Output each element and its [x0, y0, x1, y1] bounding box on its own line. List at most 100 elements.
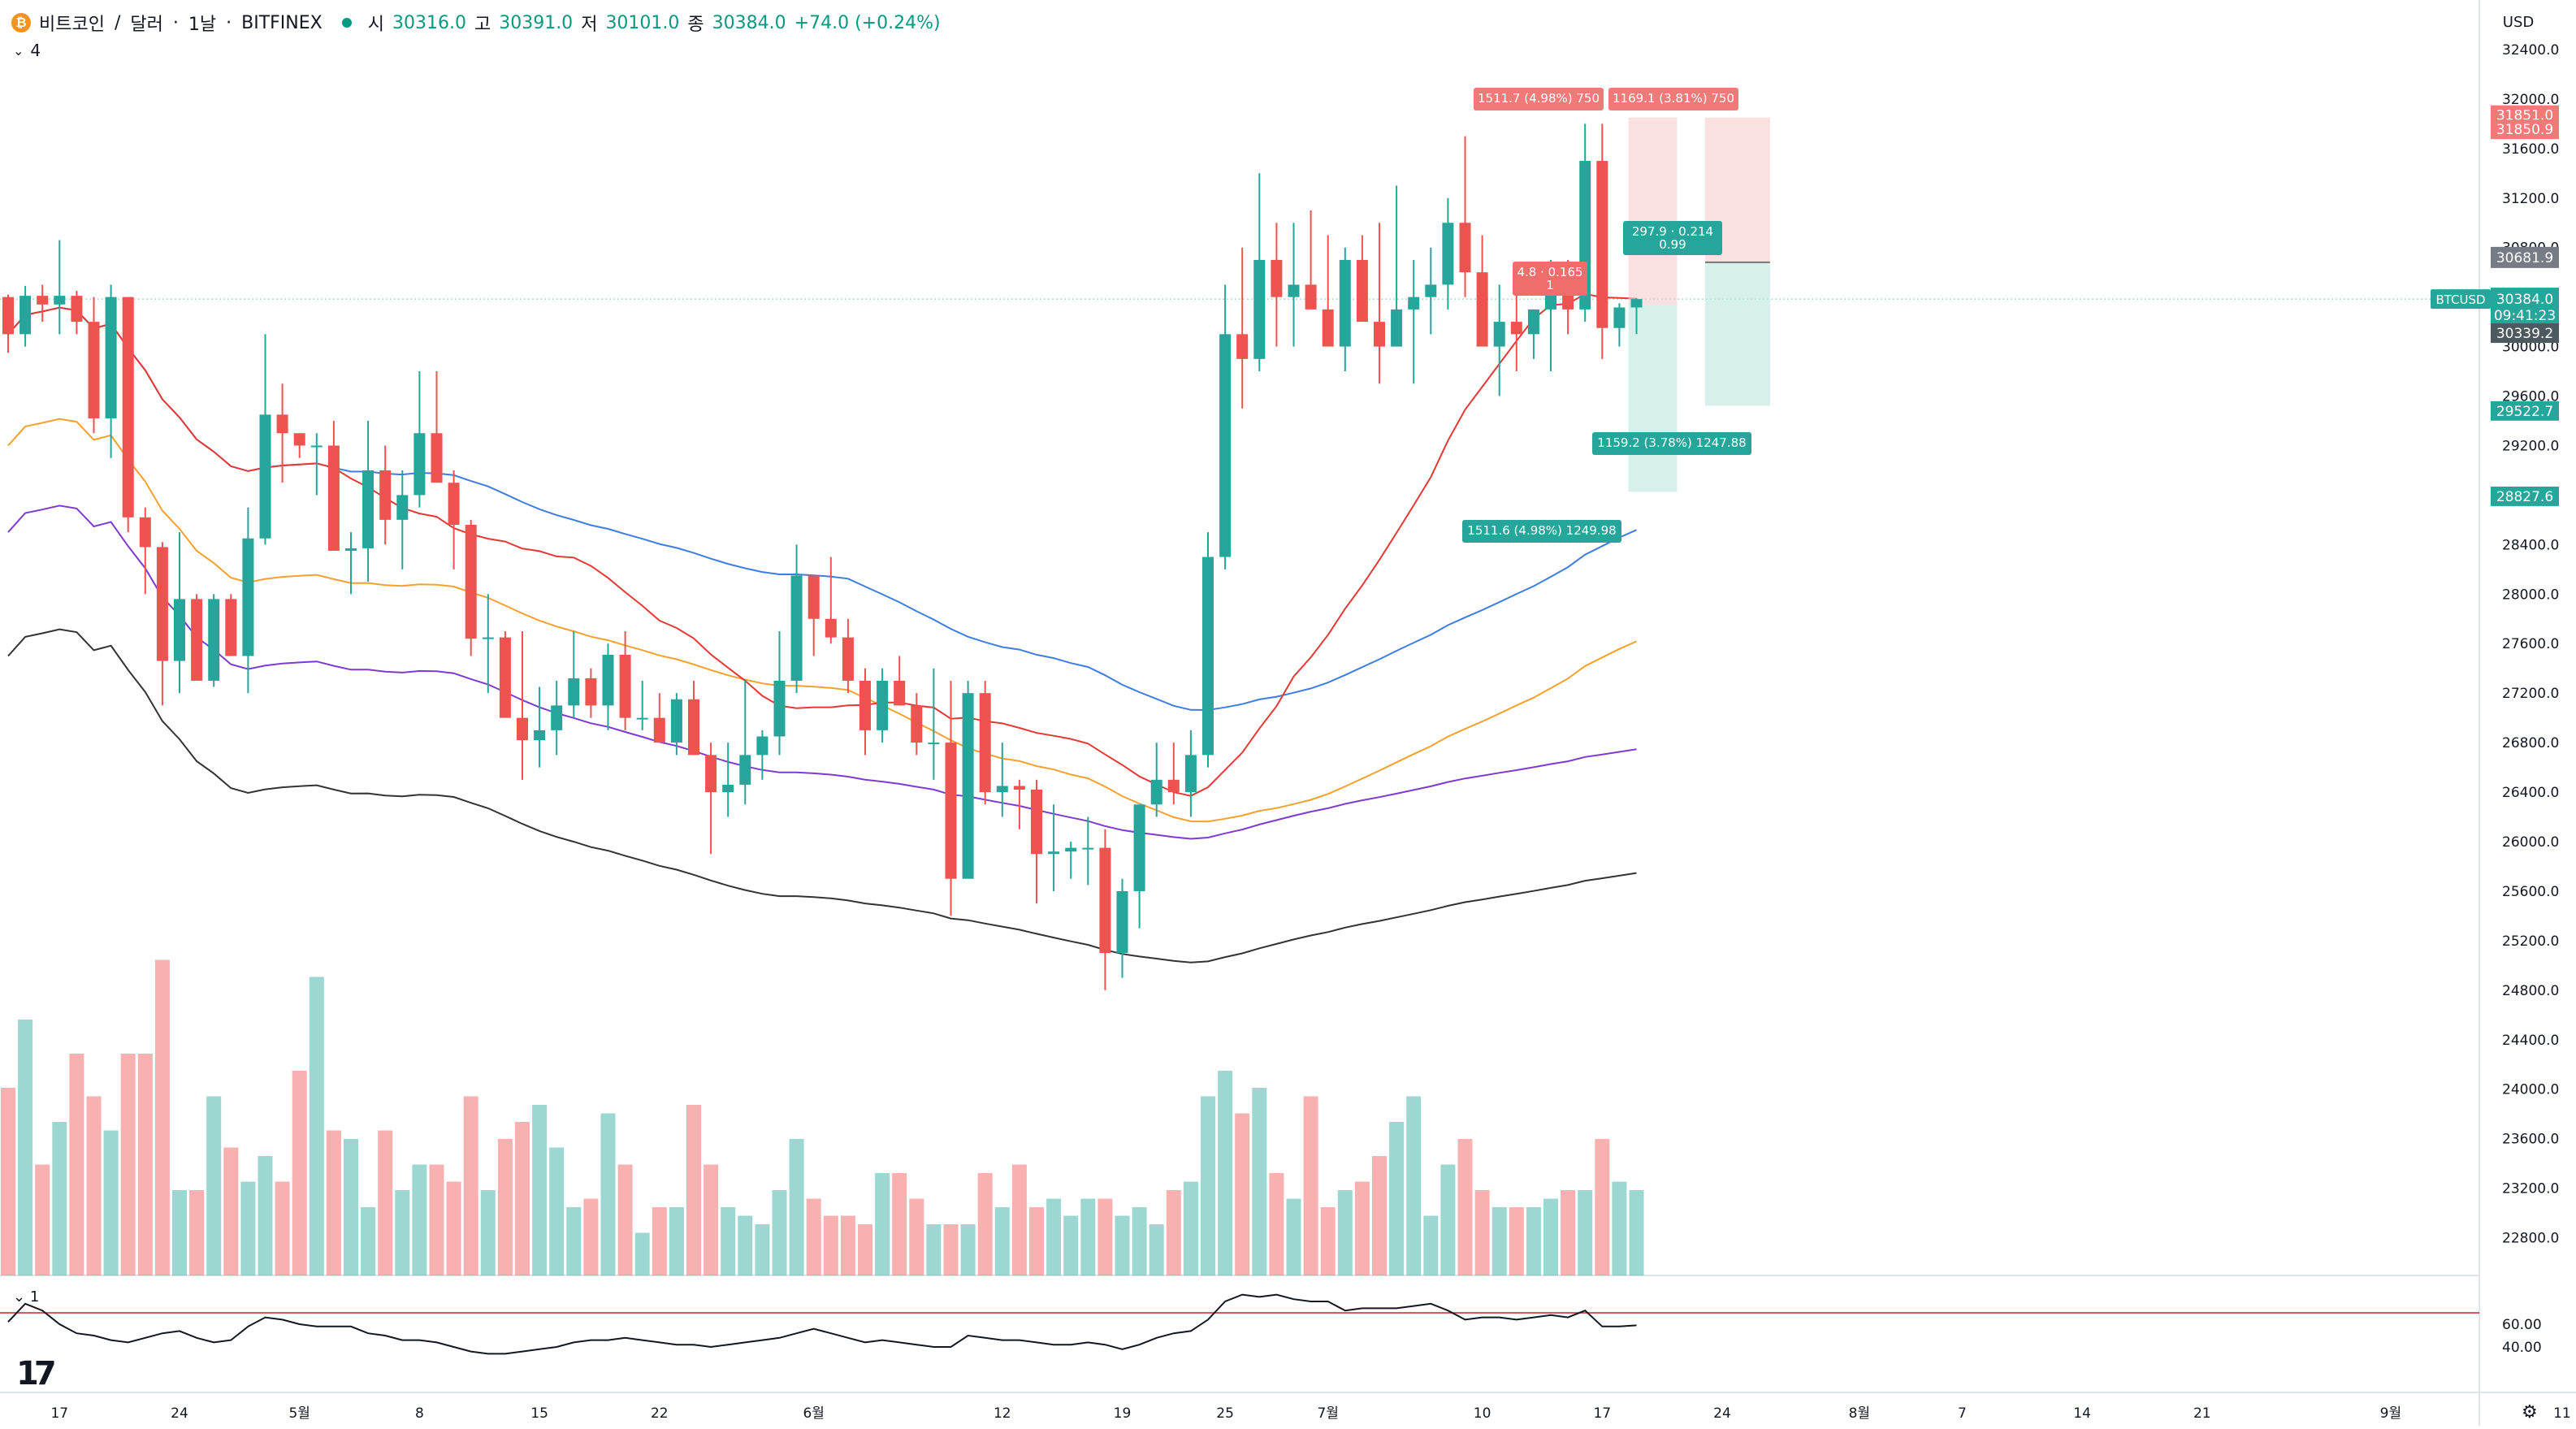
- candle-body[interactable]: [1253, 259, 1266, 359]
- candle-body[interactable]: [979, 693, 991, 793]
- candle-body[interactable]: [636, 717, 648, 720]
- candle-body[interactable]: [1271, 259, 1283, 297]
- currency-button[interactable]: USD: [2502, 13, 2535, 31]
- candle-body[interactable]: [174, 599, 185, 661]
- candle-body[interactable]: [928, 743, 940, 745]
- candle-body[interactable]: [499, 637, 511, 718]
- candle-body[interactable]: [1031, 790, 1042, 855]
- candle-body[interactable]: [1322, 309, 1334, 347]
- candle-body[interactable]: [448, 483, 460, 525]
- symbol-header[interactable]: ₿ 비트코인 / 달러 · 1날 · BITFINEX 시 30316.0 고 30…: [11, 6, 941, 39]
- candle-body[interactable]: [362, 470, 374, 548]
- candle-body[interactable]: [122, 297, 134, 517]
- candle-body[interactable]: [1202, 556, 1214, 756]
- candle-body[interactable]: [1374, 322, 1385, 347]
- candle-body[interactable]: [1219, 334, 1232, 557]
- candle-body[interactable]: [88, 322, 100, 418]
- symbol-tag-box[interactable]: [2431, 289, 2491, 310]
- candle-body[interactable]: [379, 470, 392, 520]
- candle-body[interactable]: [859, 680, 871, 730]
- position2-mid-label-box[interactable]: [1623, 221, 1722, 255]
- candle-body[interactable]: [19, 296, 32, 335]
- candle-body[interactable]: [1116, 890, 1128, 954]
- position1-top-label-box[interactable]: [1474, 88, 1604, 110]
- candle-body[interactable]: [962, 693, 974, 879]
- candle-body[interactable]: [705, 755, 717, 793]
- candle-body[interactable]: [1133, 804, 1145, 891]
- candle-body[interactable]: [894, 680, 906, 706]
- candle-body[interactable]: [996, 786, 1008, 793]
- candle-body[interactable]: [276, 414, 288, 434]
- candle-body[interactable]: [1493, 322, 1505, 347]
- candle-body[interactable]: [1442, 223, 1454, 285]
- candle-body[interactable]: [653, 717, 665, 743]
- interval-label[interactable]: 1날: [188, 15, 217, 35]
- candle-body[interactable]: [602, 654, 614, 706]
- candle-body[interactable]: [1630, 299, 1643, 308]
- candle-body[interactable]: [191, 599, 203, 681]
- candle-body[interactable]: [482, 637, 494, 639]
- position1-reward-zone[interactable]: [1628, 304, 1678, 492]
- gear-icon[interactable]: ⚙: [2522, 1402, 2538, 1423]
- candle-body[interactable]: [345, 548, 357, 551]
- candle-body[interactable]: [2, 297, 14, 335]
- candle-body[interactable]: [756, 736, 768, 756]
- candle-body[interactable]: [293, 433, 305, 446]
- candle-body[interactable]: [156, 547, 168, 661]
- candle-body[interactable]: [534, 730, 546, 741]
- candle-body[interactable]: [1167, 779, 1180, 793]
- candle-body[interactable]: [619, 654, 631, 718]
- candle-body[interactable]: [1476, 272, 1488, 347]
- candle-body[interactable]: [945, 743, 957, 879]
- candle-body[interactable]: [825, 618, 837, 638]
- candle-body[interactable]: [413, 433, 426, 496]
- candle-body[interactable]: [1356, 259, 1368, 323]
- position2-bottom-label-box[interactable]: [1592, 432, 1751, 455]
- candle-body[interactable]: [1065, 847, 1077, 852]
- chevron-down-icon[interactable]: ⌄: [13, 42, 24, 58]
- candle-body[interactable]: [1527, 309, 1539, 335]
- position1-bottom-label-box[interactable]: [1462, 520, 1621, 543]
- candle-body[interactable]: [465, 524, 477, 639]
- candle-body[interactable]: [739, 755, 751, 785]
- candle-body[interactable]: [1391, 309, 1403, 347]
- oscillator-toggle[interactable]: ⌄ 1: [13, 1288, 40, 1306]
- candle-body[interactable]: [1184, 755, 1197, 793]
- candle-body[interactable]: [1288, 284, 1300, 297]
- candle-body[interactable]: [1099, 847, 1111, 954]
- candle-body[interactable]: [911, 705, 923, 743]
- candle-body[interactable]: [105, 297, 117, 418]
- candle-body[interactable]: [1510, 322, 1522, 335]
- candle-body[interactable]: [1048, 851, 1060, 855]
- candle-body[interactable]: [1013, 786, 1025, 790]
- candle-body[interactable]: [259, 414, 271, 539]
- position1-mid-label-box[interactable]: [1513, 262, 1587, 296]
- position2-reward-zone[interactable]: [1704, 262, 1770, 406]
- candle-body[interactable]: [71, 296, 83, 323]
- candle-body[interactable]: [670, 699, 682, 743]
- candle-body[interactable]: [1459, 223, 1471, 273]
- candle-body[interactable]: [1236, 334, 1249, 359]
- candle-body[interactable]: [208, 599, 220, 681]
- candle-body[interactable]: [1596, 161, 1608, 328]
- candle-body[interactable]: [1305, 284, 1317, 310]
- candle-body[interactable]: [517, 717, 528, 741]
- candle-body[interactable]: [1082, 847, 1094, 850]
- candle-body[interactable]: [327, 445, 340, 551]
- candle-body[interactable]: [773, 680, 786, 737]
- candle-body[interactable]: [1613, 307, 1626, 328]
- candle-body[interactable]: [1150, 779, 1162, 805]
- tradingview-logo-icon[interactable]: 17: [16, 1355, 57, 1392]
- candle-body[interactable]: [722, 784, 734, 793]
- candle-body[interactable]: [139, 517, 151, 548]
- candle-body[interactable]: [396, 495, 409, 520]
- candle-body[interactable]: [551, 705, 563, 730]
- candle-body[interactable]: [688, 699, 699, 756]
- position1-risk-zone[interactable]: [1628, 117, 1678, 305]
- candle-body[interactable]: [54, 296, 66, 305]
- candle-body[interactable]: [807, 575, 820, 619]
- candle-body[interactable]: [225, 599, 237, 656]
- candle-body[interactable]: [242, 538, 254, 656]
